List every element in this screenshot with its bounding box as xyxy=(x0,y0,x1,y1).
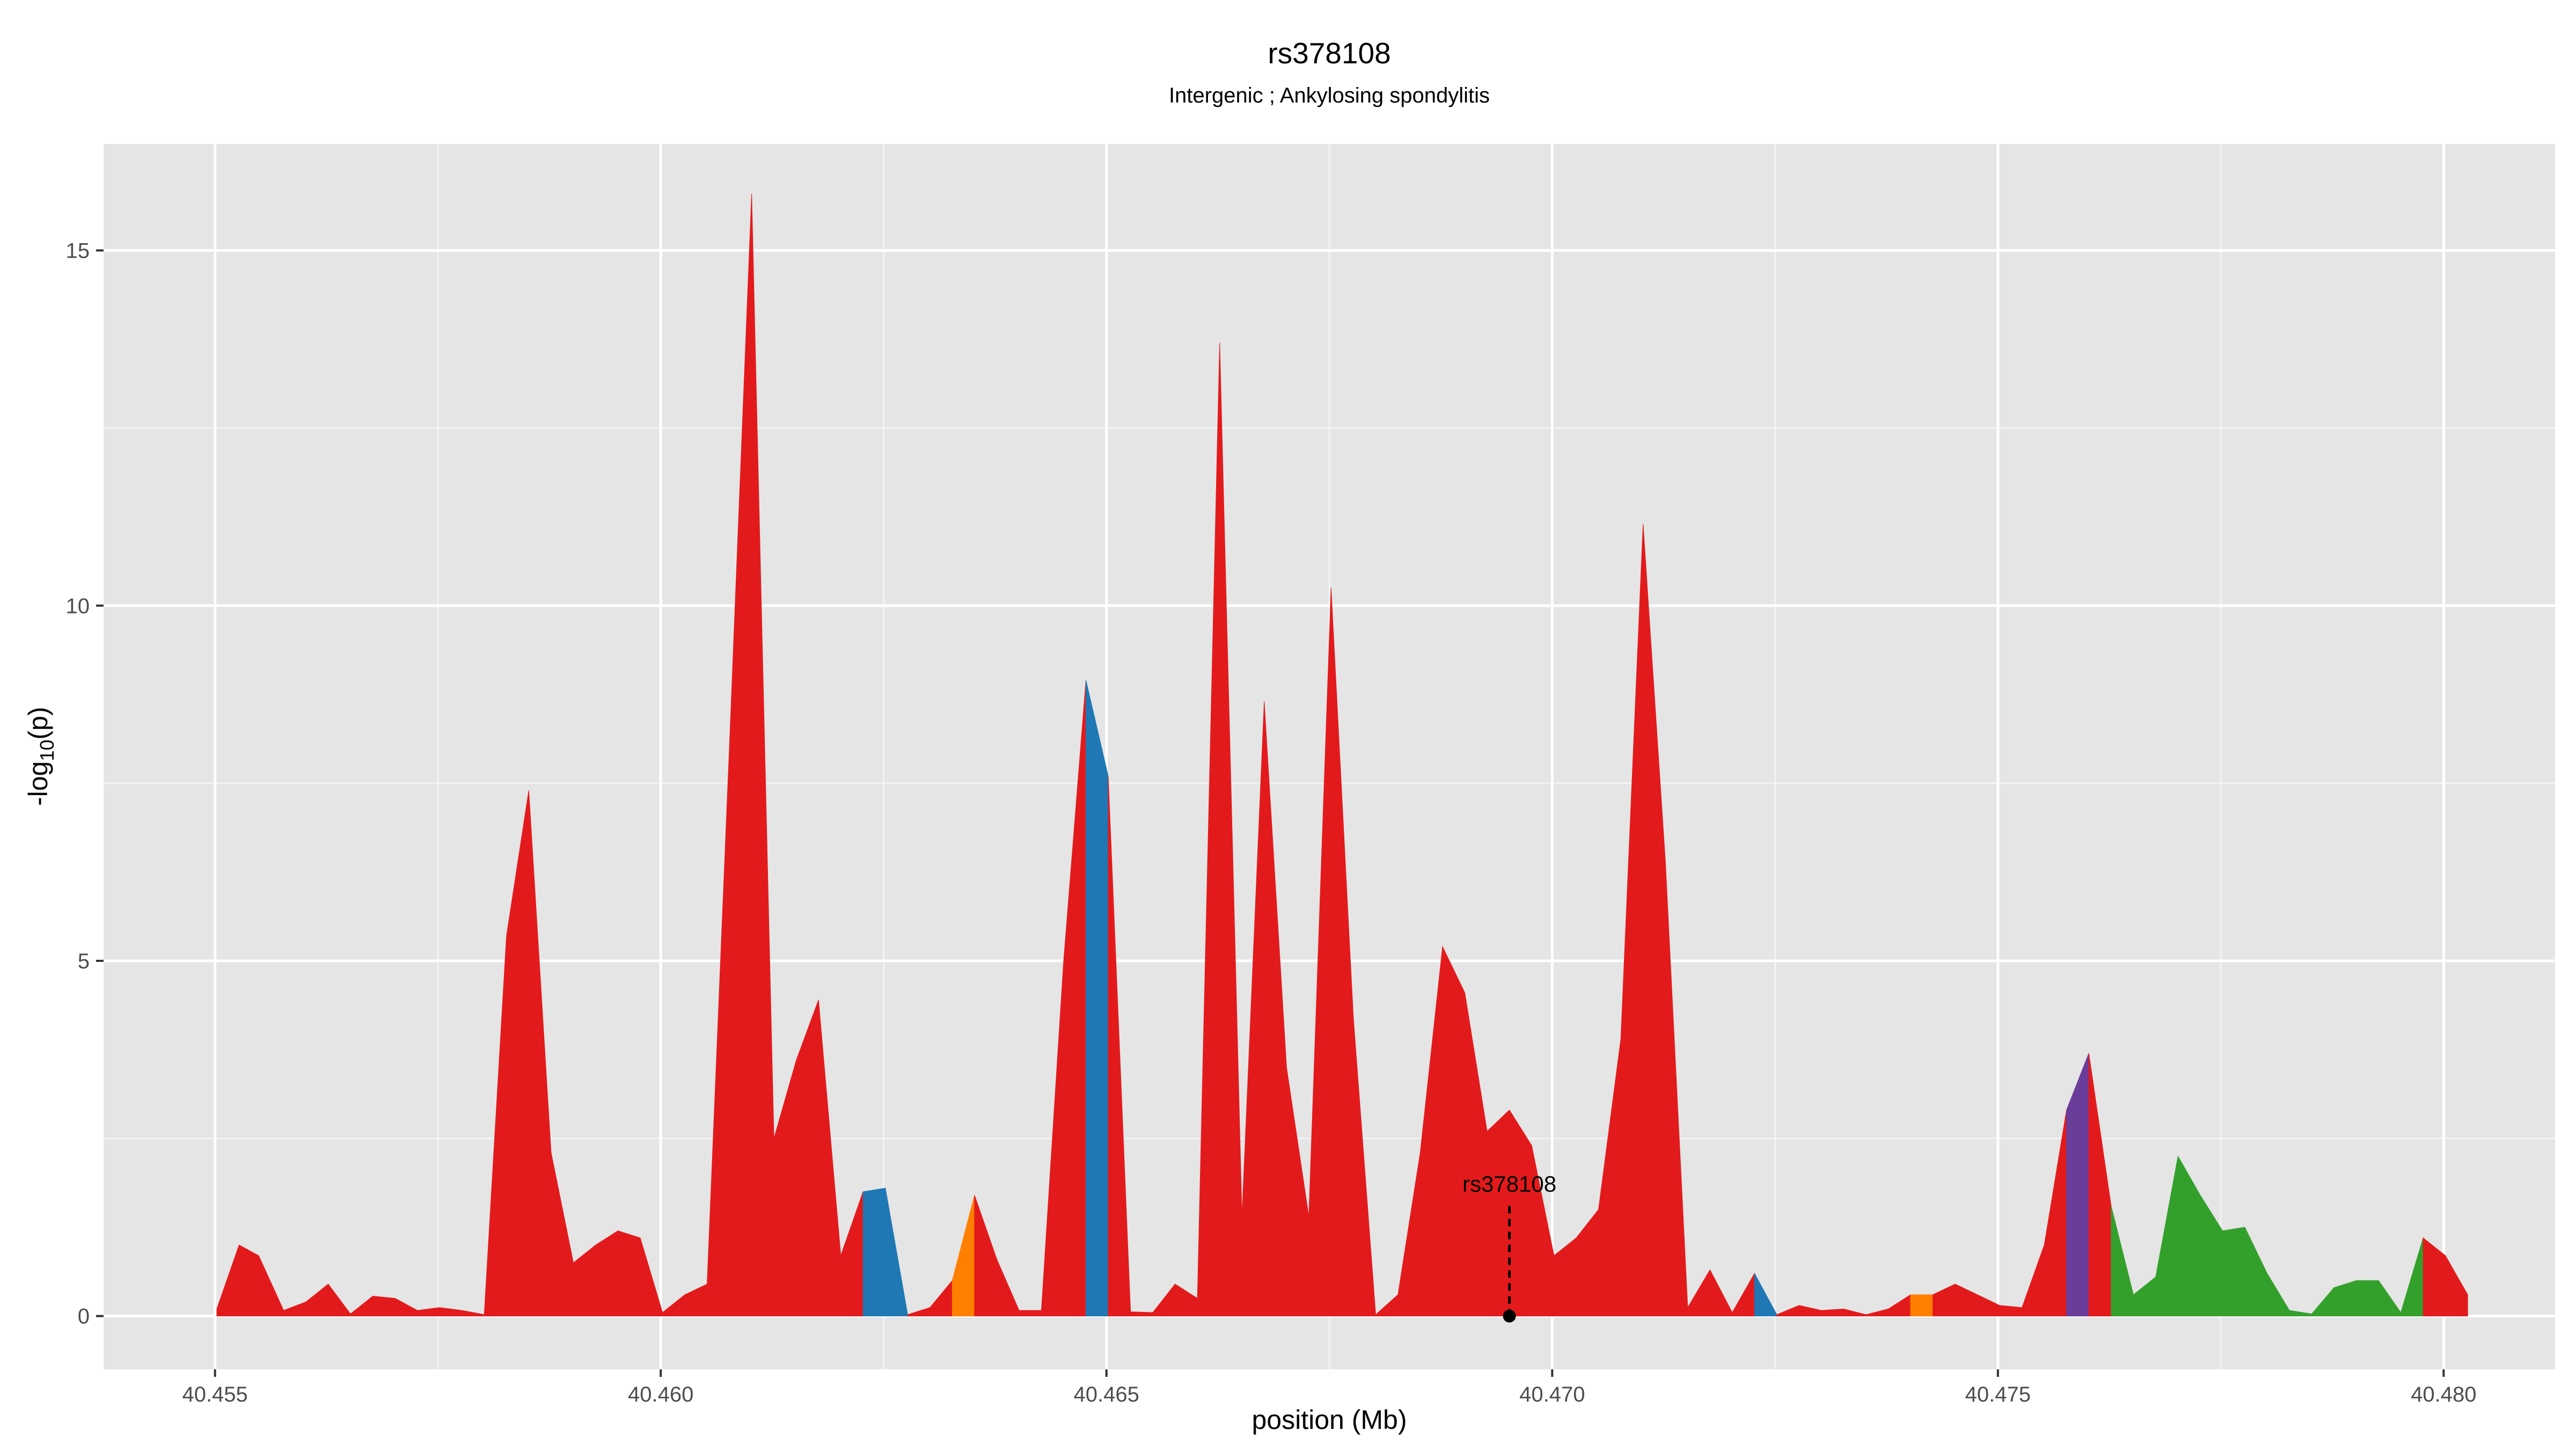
x-tick-label: 40.480 xyxy=(2411,1383,2476,1406)
area-segment-green xyxy=(2111,1155,2424,1317)
x-tick-label: 40.455 xyxy=(182,1383,247,1406)
chart-title: rs378108 xyxy=(1268,37,1391,70)
annotation-label: rs378108 xyxy=(1462,1171,1556,1196)
x-axis-label: position (Mb) xyxy=(1252,1405,1407,1435)
x-tick-label: 40.470 xyxy=(1519,1383,1585,1406)
y-axis-label: -log10(p) xyxy=(23,707,58,806)
chart-subtitle: Intergenic ; Ankylosing spondylitis xyxy=(1169,84,1490,107)
area-segment-blue xyxy=(1086,680,1109,1317)
y-axis-label-subscript: 10 xyxy=(36,740,58,761)
area-segment-red xyxy=(1108,342,1755,1317)
y-tick-label: 10 xyxy=(66,594,90,618)
x-tick-label: 40.475 xyxy=(1965,1383,2031,1406)
area-segment-red xyxy=(907,1280,953,1317)
annotation-point xyxy=(1503,1309,1516,1323)
x-tick-label: 40.465 xyxy=(1074,1383,1139,1406)
x-tick-label: 40.460 xyxy=(628,1383,693,1406)
area-layer xyxy=(216,193,2468,1317)
y-tick-label: 15 xyxy=(66,239,90,263)
axis-layer: 40.455 40.460 40.465 40.470 40.475 40.480 0 5 10… xyxy=(66,239,2477,1406)
area-segment-red xyxy=(2423,1237,2468,1317)
y-tick-label: 5 xyxy=(78,950,90,973)
area-segment-orange xyxy=(1910,1294,1934,1317)
y-axis-label-prefix: -log xyxy=(23,761,53,806)
y-axis-label-suffix: (p) xyxy=(23,707,53,740)
area-segment-blue xyxy=(862,1187,908,1317)
y-tick-label: 0 xyxy=(78,1305,90,1329)
annotation-layer: rs378108 xyxy=(1462,1171,1556,1323)
area-segment-red xyxy=(216,193,863,1317)
